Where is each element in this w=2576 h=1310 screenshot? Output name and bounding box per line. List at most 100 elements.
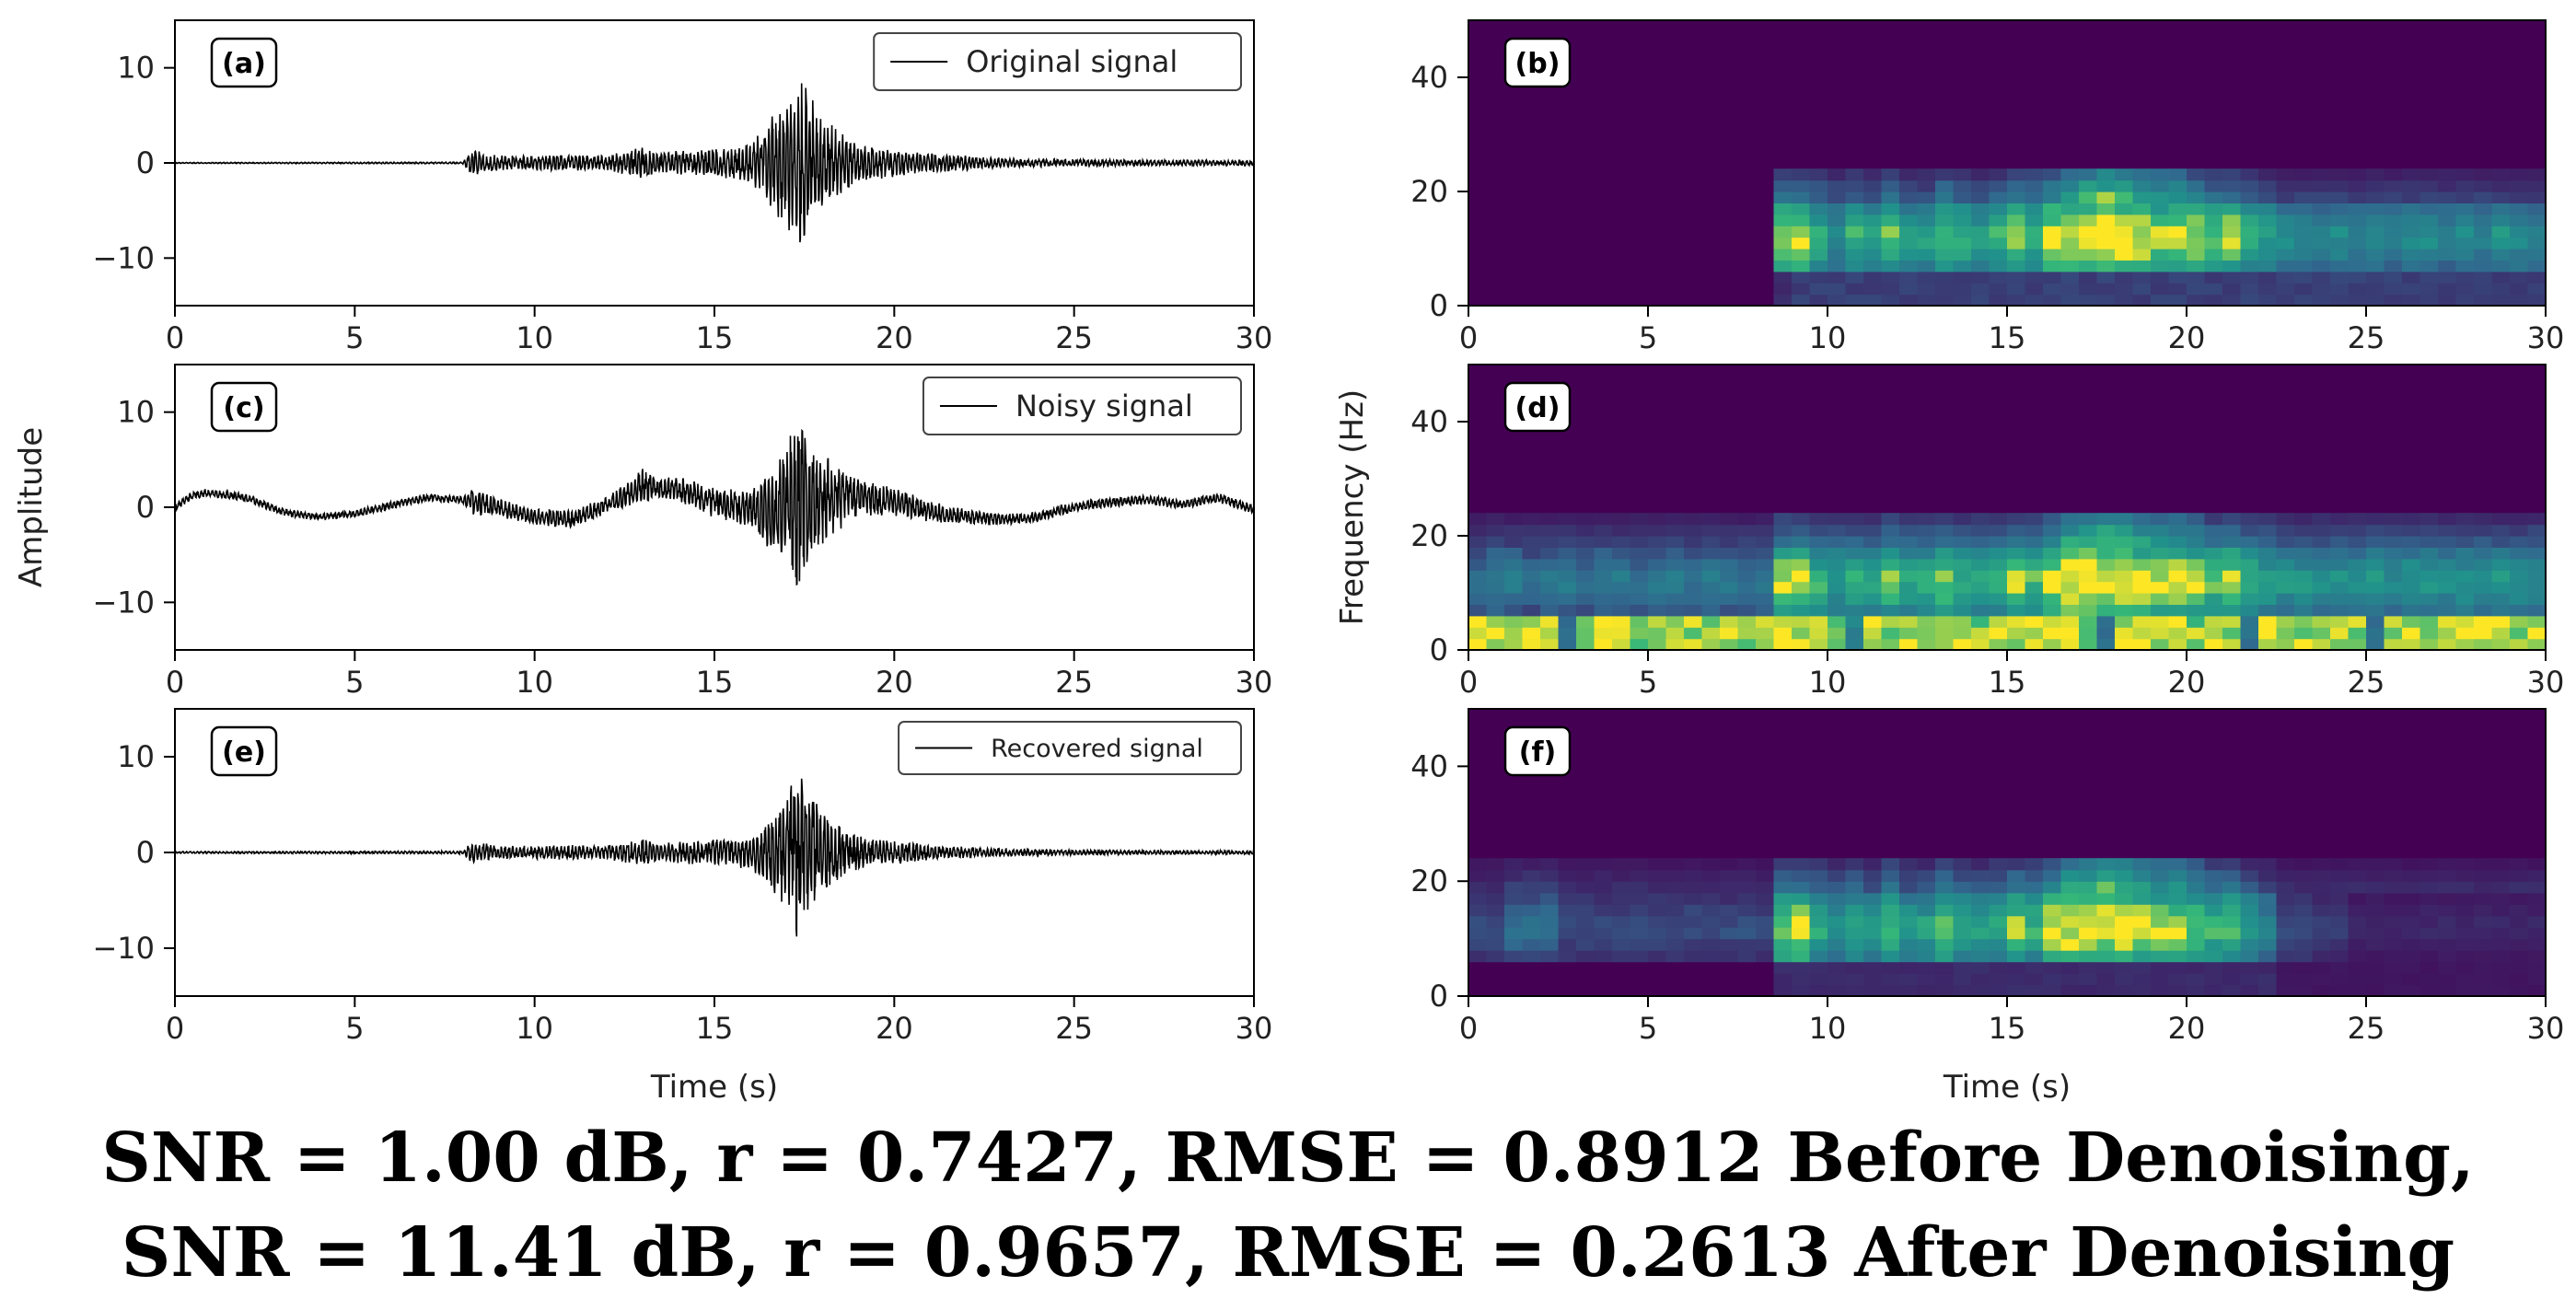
spectrogram-cell bbox=[1809, 984, 1828, 996]
spectrogram-cell bbox=[2384, 271, 2403, 284]
spectrogram-cell bbox=[1648, 927, 1667, 940]
spectrogram-cell bbox=[1648, 615, 1667, 628]
spectrogram-cell bbox=[1863, 168, 1883, 181]
spectrogram-cell bbox=[2402, 513, 2421, 526]
spectrogram-cell bbox=[2330, 973, 2350, 986]
spectrogram-cell bbox=[2527, 260, 2546, 272]
spectrogram-cell bbox=[2132, 249, 2152, 261]
spectrogram-cell bbox=[2330, 984, 2350, 996]
spectrogram-cell bbox=[1917, 294, 1936, 306]
spectrogram-cell bbox=[2079, 249, 2098, 261]
spectrogram-cell bbox=[2079, 881, 2098, 894]
spectrogram-cell bbox=[2096, 961, 2116, 974]
spectrogram-cell bbox=[2348, 938, 2367, 951]
spectrogram-cell bbox=[2096, 570, 2116, 583]
spectrogram-cell bbox=[1989, 881, 2008, 894]
spectrogram-cell bbox=[2455, 524, 2475, 537]
spectrogram-cell bbox=[1917, 570, 1936, 583]
spectrogram-cell bbox=[2510, 881, 2529, 894]
spectrogram-cell bbox=[2222, 180, 2242, 192]
spectrogram-cell bbox=[1594, 869, 1613, 882]
spectrogram-cell bbox=[2276, 524, 2295, 537]
spectrogram-cell bbox=[2025, 961, 2044, 974]
spectrogram-cell bbox=[1558, 547, 1577, 560]
spectrogram-cell bbox=[2366, 638, 2385, 650]
spectrogram-cell bbox=[2474, 570, 2493, 583]
spectrogram-cell bbox=[2132, 547, 2152, 560]
spectrogram-cell bbox=[1576, 547, 1595, 560]
spectrogram-cell bbox=[2240, 593, 2259, 605]
spectrogram-cell bbox=[1863, 294, 1883, 306]
spectrogram-cell bbox=[2491, 604, 2511, 617]
spectrogram-cell bbox=[1792, 858, 1811, 871]
spectrogram-cell bbox=[2025, 294, 2044, 306]
spectrogram-cell bbox=[1935, 294, 1955, 306]
spectrogram-cell bbox=[2043, 547, 2062, 560]
spectrogram-cell bbox=[1899, 615, 1919, 628]
spectrogram-cell bbox=[1773, 904, 1793, 917]
spectrogram-cell bbox=[1971, 581, 1990, 594]
spectrogram-cell bbox=[2168, 524, 2187, 537]
spectrogram-cell bbox=[2025, 237, 2044, 249]
spectrogram-cell bbox=[2419, 881, 2439, 894]
spectrogram-cell bbox=[1899, 904, 1919, 917]
spectrogram-cell bbox=[1845, 214, 1864, 226]
spectrogram-cell bbox=[2402, 214, 2421, 226]
spectrogram-cell bbox=[2025, 927, 2044, 940]
spectrogram-cell bbox=[1845, 513, 1864, 526]
x-tick-label: 5 bbox=[1639, 320, 1657, 355]
spectrogram-cell bbox=[2366, 203, 2385, 215]
spectrogram-cell bbox=[2455, 558, 2475, 571]
spectrogram-cell bbox=[2204, 984, 2223, 996]
spectrogram-cell bbox=[2312, 869, 2331, 882]
spectrogram-cell bbox=[2491, 950, 2511, 963]
spectrogram-cell bbox=[2043, 524, 2062, 537]
spectrogram-cell bbox=[2402, 869, 2421, 882]
y-tick-label: 10 bbox=[117, 395, 155, 430]
spectrogram-cell bbox=[2312, 513, 2331, 526]
spectrogram-cell bbox=[2025, 892, 2044, 905]
spectrogram-cell bbox=[2455, 260, 2475, 272]
spectrogram-cell bbox=[1684, 558, 1703, 571]
spectrogram-cell bbox=[2007, 513, 2026, 526]
spectrogram-cell bbox=[2276, 581, 2295, 594]
spectrogram-cell bbox=[1773, 294, 1793, 306]
spectrogram-cell bbox=[2204, 547, 2223, 560]
spectrogram-cell bbox=[2312, 203, 2331, 215]
spectrogram-cell bbox=[2438, 984, 2457, 996]
spectrogram-cell bbox=[2348, 237, 2367, 249]
spectrogram-cell bbox=[2096, 881, 2116, 894]
spectrogram-cell bbox=[1612, 627, 1631, 640]
spectrogram-cell bbox=[2419, 513, 2439, 526]
spectrogram-cell bbox=[2419, 858, 2439, 871]
spectrogram-cell bbox=[2330, 524, 2350, 537]
spectrogram-cell bbox=[2348, 570, 2367, 583]
spectrogram-cell bbox=[2115, 881, 2134, 894]
spectrogram-cell bbox=[2276, 938, 2295, 951]
spectrogram-cell bbox=[1612, 915, 1631, 928]
spectrogram-cell bbox=[2366, 904, 2385, 917]
y-tick-label: 40 bbox=[1410, 404, 1448, 439]
spectrogram-cell bbox=[2474, 203, 2493, 215]
spectrogram-cell bbox=[2348, 581, 2367, 594]
spectrogram-cell bbox=[1737, 638, 1757, 650]
spectrogram-cell bbox=[2115, 249, 2134, 261]
spectrogram-cell bbox=[2384, 627, 2403, 640]
spectrogram-cell bbox=[2060, 961, 2080, 974]
spectrogram-cell bbox=[2438, 536, 2457, 548]
spectrogram-cell bbox=[1468, 950, 1488, 963]
spectrogram-cell bbox=[2222, 260, 2242, 272]
spectrogram-cell bbox=[2348, 260, 2367, 272]
spectrogram-cell bbox=[1792, 627, 1811, 640]
spectrogram-cell bbox=[2204, 961, 2223, 974]
spectrogram-cell bbox=[1971, 226, 1990, 238]
spectrogram-cell bbox=[1612, 570, 1631, 583]
spectrogram-cell bbox=[2348, 881, 2367, 894]
spectrogram-cell bbox=[1828, 271, 1847, 284]
spectrogram-cell bbox=[2402, 271, 2421, 284]
spectrogram-cell bbox=[2204, 615, 2223, 628]
spectrogram-cell bbox=[2168, 191, 2187, 203]
x-tick-label: 25 bbox=[2348, 320, 2385, 355]
spectrogram-cell bbox=[1828, 593, 1847, 605]
spectrogram-cell bbox=[1863, 984, 1883, 996]
